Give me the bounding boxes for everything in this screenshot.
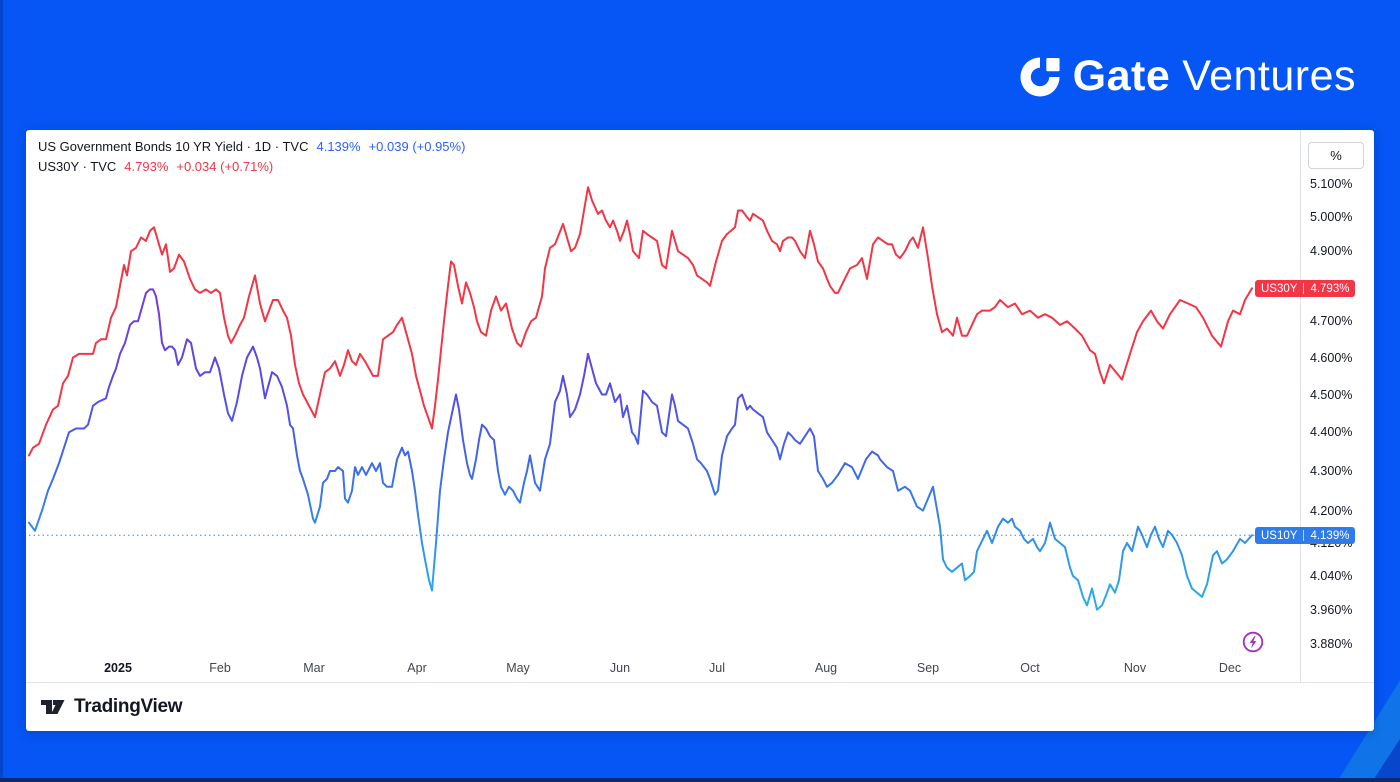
x-axis-tick: Jun [609, 661, 631, 675]
legend-row-us10y[interactable]: US Government Bonds 10 YR Yield · 1D · T… [38, 137, 465, 157]
legend: US Government Bonds 10 YR Yield · 1D · T… [38, 137, 465, 177]
series-title: US30Y · TVC [38, 159, 117, 174]
price-axis-border [1300, 130, 1301, 682]
y-axis-tick: 4.400% [1310, 425, 1353, 439]
y-axis-tick: 4.500% [1310, 388, 1353, 402]
y-axis-tick: 4.700% [1310, 314, 1353, 328]
x-axis-tick: 2025 [104, 661, 132, 675]
y-axis-tick: 5.100% [1310, 177, 1353, 191]
series-line-us30y [28, 186, 1253, 457]
percent-unit-button[interactable]: % [1308, 142, 1364, 169]
x-axis-tick: Jul [709, 661, 725, 675]
chart-canvas[interactable] [26, 130, 1374, 731]
x-axis-tick: May [506, 661, 530, 675]
tradingview-logo-icon[interactable] [40, 695, 66, 719]
series-line-us10y [28, 288, 1253, 611]
boost-lightning-button[interactable] [1242, 631, 1264, 653]
background-left-edge [0, 0, 3, 782]
x-axis-tick: Aug [814, 661, 838, 675]
price-label-symbol: US30Y [1261, 282, 1298, 295]
series-change: +0.034 (+0.71%) [176, 159, 274, 174]
price-label-separator [1303, 283, 1305, 294]
price-label-value: 4.793% [1310, 282, 1350, 295]
x-axis-tick: Mar [303, 661, 325, 675]
pane-divider [26, 682, 1374, 683]
x-axis-tick: Sep [916, 661, 940, 675]
tradingview-logo-text[interactable]: TradingView [74, 696, 183, 717]
lightning-icon [1242, 631, 1264, 653]
x-axis-tick: Apr [407, 661, 427, 675]
brand-suffix: Ventures [1182, 52, 1356, 100]
x-axis-tick: Nov [1123, 661, 1147, 675]
y-axis-tick: 4.300% [1310, 464, 1353, 478]
x-axis-tick: Oct [1020, 661, 1040, 675]
price-label-value: 4.139% [1310, 529, 1350, 542]
x-axis-tick: Feb [209, 661, 231, 675]
series-last-value: 4.139% [316, 139, 361, 154]
y-axis-tick: 4.200% [1310, 504, 1353, 518]
tradingview-chart-card: US Government Bonds 10 YR Yield · 1D · T… [26, 130, 1374, 731]
gate-logo-icon [1020, 56, 1060, 97]
y-axis-tick: 3.880% [1310, 637, 1353, 651]
legend-row-us30y[interactable]: US30Y · TVC 4.793% +0.034 (+0.71%) [38, 157, 465, 177]
attribution-bar: TradingView [26, 683, 1374, 731]
series-last-value: 4.793% [124, 159, 169, 174]
y-axis-tick: 4.900% [1310, 244, 1353, 258]
price-label-symbol: US10Y [1261, 529, 1298, 542]
price-label-us10y[interactable]: US10Y 4.139% [1255, 527, 1356, 544]
series-title: US Government Bonds 10 YR Yield · 1D · T… [38, 139, 309, 154]
gate-ventures-logo: Gate Ventures [1017, 52, 1356, 101]
y-axis-tick: 5.000% [1310, 210, 1353, 224]
y-axis-tick: 3.960% [1310, 603, 1353, 617]
price-label-separator [1303, 530, 1305, 541]
price-label-us30y[interactable]: US30Y 4.793% [1255, 280, 1356, 297]
x-axis-tick: Dec [1218, 661, 1242, 675]
series-change: +0.039 (+0.95%) [368, 139, 466, 154]
y-axis-tick: 4.040% [1310, 569, 1353, 583]
background-bottom-strip [0, 778, 1400, 782]
brand-name: Gate [1072, 52, 1171, 100]
y-axis-tick: 4.600% [1310, 351, 1353, 365]
